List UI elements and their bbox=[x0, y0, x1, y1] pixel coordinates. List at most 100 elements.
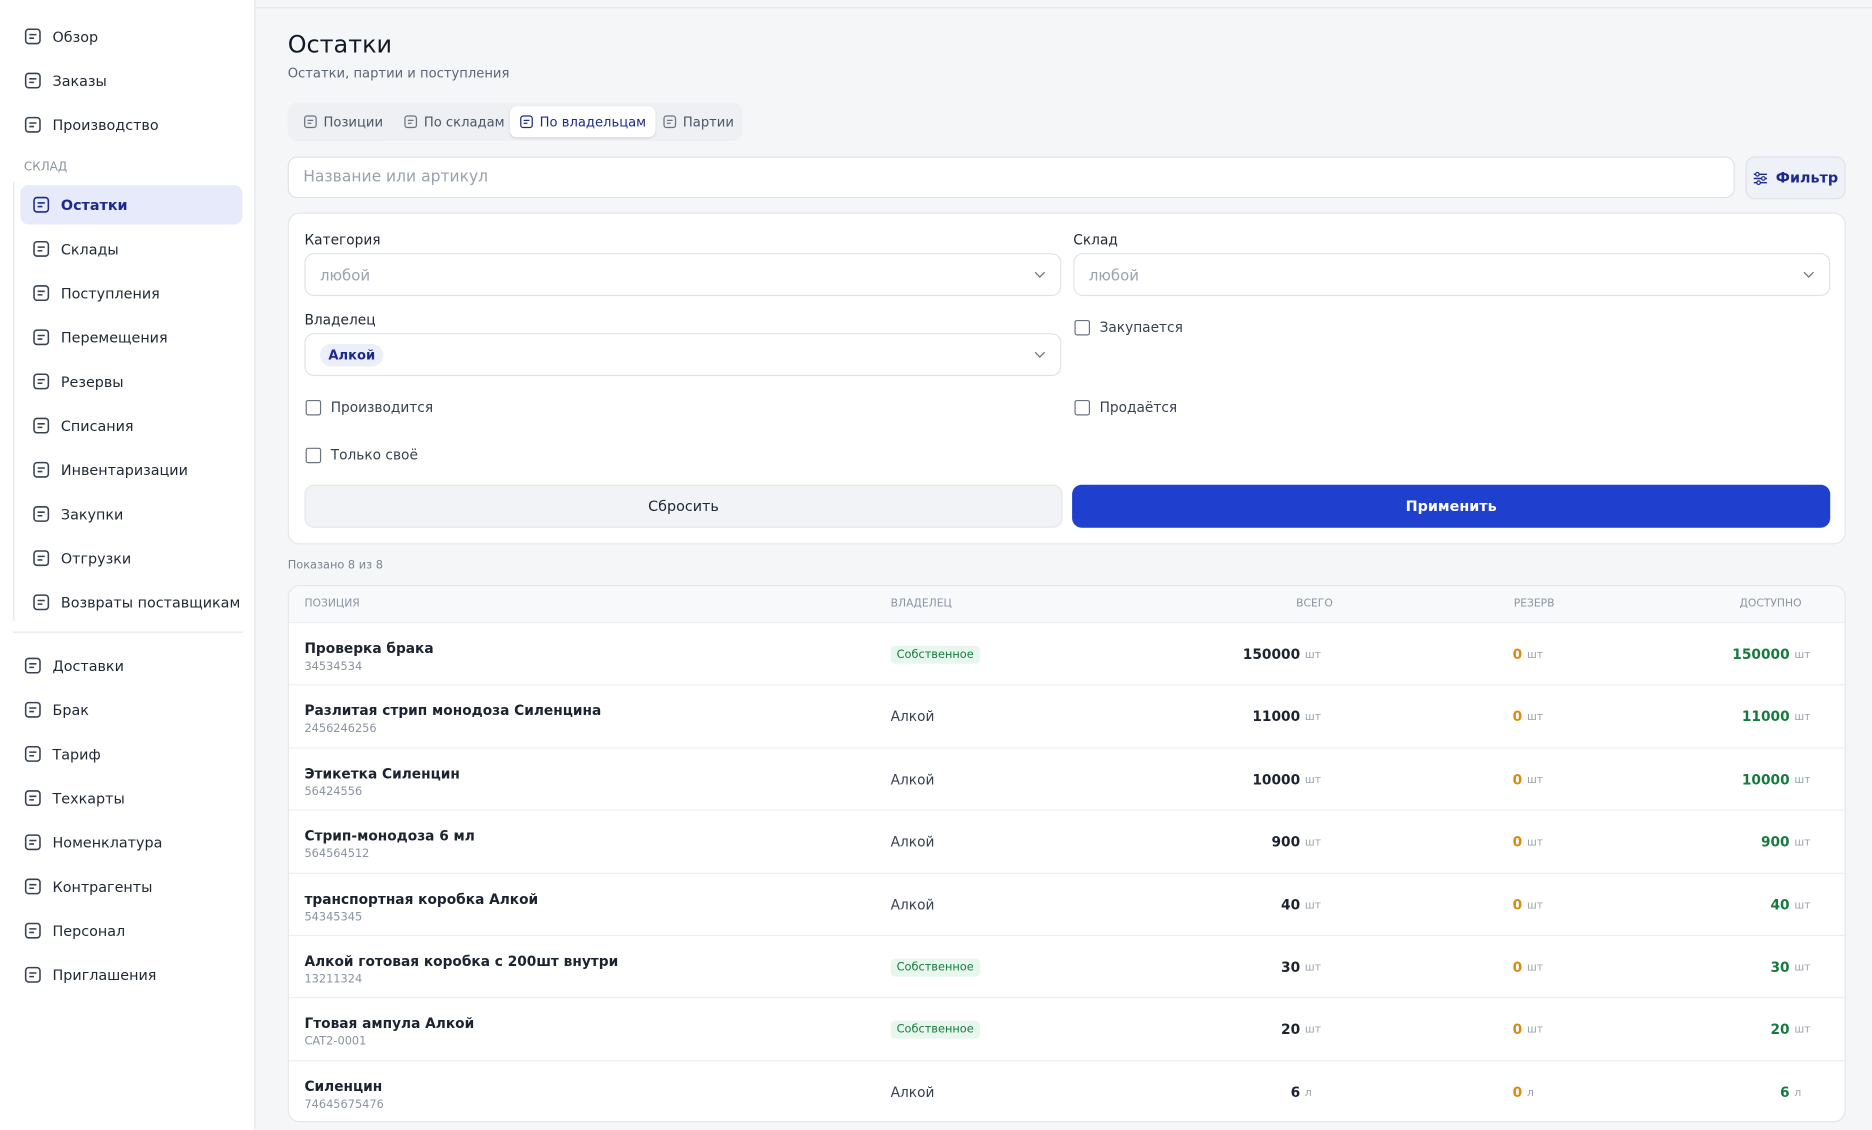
nav-item[interactable]: Брак bbox=[20, 690, 242, 729]
nav-item[interactable]: Инвентаризации bbox=[20, 450, 242, 489]
nav-item[interactable]: Персонал bbox=[20, 911, 242, 950]
nav-item[interactable]: Доставки bbox=[20, 646, 242, 685]
checkbox[interactable]: Производится bbox=[305, 399, 433, 415]
reserve-value: 0 bbox=[1512, 958, 1523, 976]
owner-select[interactable]: Алкой bbox=[304, 333, 1062, 377]
tab[interactable]: Позиции bbox=[294, 106, 393, 137]
item-code: CAT2-0001 bbox=[304, 1035, 367, 1049]
checkbox[interactable]: Закупается bbox=[1074, 319, 1183, 335]
nav-item[interactable]: Обзор bbox=[20, 17, 242, 56]
top-border bbox=[255, 7, 1872, 9]
unit: шт bbox=[1304, 774, 1322, 787]
nav-label: Производство bbox=[52, 116, 159, 134]
nav-item[interactable]: Приглашения bbox=[20, 955, 242, 994]
nav-icon bbox=[33, 461, 50, 478]
nav-item[interactable]: Перемещения bbox=[20, 318, 242, 357]
nav-icon bbox=[24, 878, 41, 895]
unit: л bbox=[1526, 1087, 1534, 1100]
category-select[interactable]: любой bbox=[304, 253, 1062, 297]
select-value: любой bbox=[1088, 265, 1139, 284]
tab-label: По складам bbox=[423, 114, 505, 130]
nav-icon bbox=[24, 790, 41, 807]
available-value: 11000 bbox=[1741, 708, 1790, 726]
table-row[interactable]: Стрип-монодоза 6 мл 564564512 Алкой 900 шт 0 ш… bbox=[288, 809, 1845, 873]
item-code: 34534534 bbox=[304, 660, 363, 674]
item-code: 74645675476 bbox=[304, 1098, 384, 1112]
warehouse-label: Склад bbox=[1073, 231, 1118, 249]
unit: шт bbox=[1794, 837, 1811, 850]
nav-item[interactable]: Поступления bbox=[20, 273, 242, 312]
nav-item[interactable]: Возвраты поставщикам bbox=[20, 583, 242, 622]
nav-icon bbox=[404, 115, 418, 129]
search-input[interactable]: Название или артикул bbox=[287, 156, 1735, 199]
nav-icon bbox=[24, 72, 41, 89]
page-title: Остатки bbox=[287, 29, 393, 59]
table-header bbox=[288, 586, 1845, 623]
nav-item[interactable]: Контрагенты bbox=[20, 867, 242, 906]
tab[interactable]: Партии bbox=[653, 106, 743, 137]
owner-chip: Алкой bbox=[319, 343, 384, 366]
nav-item[interactable]: Тариф bbox=[20, 734, 242, 773]
checkbox-box bbox=[1074, 399, 1091, 415]
nav-label: Списания bbox=[60, 417, 134, 434]
nav-item[interactable]: Техкарты bbox=[20, 778, 242, 817]
total-value: 10000 bbox=[1252, 771, 1301, 788]
item-name: Гтовая ампула Алкой bbox=[304, 1015, 475, 1032]
nav-icon bbox=[33, 550, 50, 567]
total-value: 150000 bbox=[1242, 645, 1301, 663]
reset-button[interactable]: Сбросить bbox=[304, 484, 1063, 528]
table-row[interactable]: Разлитая стрип монодоза Силенцина 2456246… bbox=[288, 684, 1845, 748]
section-rail bbox=[13, 181, 15, 621]
nav-item[interactable]: Отгрузки bbox=[20, 538, 242, 577]
unit: шт bbox=[1304, 1024, 1322, 1037]
checkbox-box bbox=[305, 447, 322, 463]
nav-item[interactable]: Производство bbox=[20, 105, 242, 144]
tab-label: Партии bbox=[682, 114, 734, 130]
nav-item[interactable]: Склады bbox=[20, 229, 242, 268]
unit: шт bbox=[1794, 649, 1811, 662]
table-row[interactable]: Этикетка Силенцин 56424556 Алкой 10000 шт 0 шт… bbox=[288, 747, 1845, 810]
nav-icon bbox=[24, 701, 41, 718]
item-name: Разлитая стрип монодоза Силенцина bbox=[304, 702, 602, 720]
unit: шт bbox=[1794, 774, 1811, 787]
tab[interactable]: По владельцам bbox=[509, 106, 656, 138]
table-row[interactable]: Алкой готовая коробка с 200шт внутри 1321… bbox=[288, 934, 1845, 998]
nav-icon bbox=[24, 966, 41, 983]
table-row[interactable]: транспортная коробка Алкой 54345345 Алкой 4… bbox=[288, 872, 1845, 935]
nav-item[interactable]: Резервы bbox=[20, 362, 242, 401]
nav-label: Техкарты bbox=[52, 789, 125, 807]
checkbox[interactable]: Продаётся bbox=[1074, 399, 1177, 415]
total-value: 6 bbox=[1290, 1083, 1301, 1101]
nav-item[interactable]: Заказы bbox=[20, 61, 242, 100]
nav-icon bbox=[33, 196, 50, 213]
nav-item[interactable]: Остатки bbox=[20, 185, 243, 225]
item-name: Этикетка Силенцин bbox=[304, 765, 460, 782]
warehouse-select[interactable]: любой bbox=[1073, 253, 1831, 297]
owner-badge: Собственное bbox=[890, 958, 980, 977]
nav-item[interactable]: Номенклатура bbox=[20, 823, 242, 862]
nav-label: Остатки bbox=[60, 196, 128, 214]
unit: шт bbox=[1526, 712, 1544, 724]
reserve-value: 0 bbox=[1512, 1083, 1523, 1101]
checkbox-box bbox=[1074, 319, 1091, 335]
item-name: Проверка брака bbox=[304, 639, 434, 657]
nav-item[interactable]: Закупки bbox=[20, 494, 242, 533]
table-row[interactable]: Проверка брака 34534534 Собственное 150000 ш… bbox=[288, 622, 1845, 685]
checkbox[interactable]: Только своё bbox=[305, 447, 418, 463]
nav-icon bbox=[24, 116, 41, 133]
apply-button[interactable]: Применить bbox=[1072, 484, 1831, 528]
nav-item[interactable]: Списания bbox=[20, 406, 242, 445]
item-code: 54345345 bbox=[304, 910, 363, 924]
filter-button[interactable]: Фильтр bbox=[1745, 156, 1846, 200]
table-row[interactable]: Силенцин 74645675476 Алкой 6 л 0 л 6 л bbox=[288, 1059, 1845, 1121]
nav-label: Поступления bbox=[60, 284, 160, 302]
owner: Алкой bbox=[890, 708, 935, 726]
tab[interactable]: По складам bbox=[394, 106, 514, 137]
checkbox-box bbox=[305, 399, 322, 415]
result-count: Показано 8 из 8 bbox=[287, 558, 383, 572]
table-row[interactable]: Гтовая ампула Алкой CAT2-0001 Собственное 2… bbox=[288, 997, 1845, 1060]
tab-label: Позиции bbox=[323, 114, 383, 130]
nav-icon bbox=[24, 745, 41, 762]
nav-label: Перемещения bbox=[60, 328, 168, 346]
